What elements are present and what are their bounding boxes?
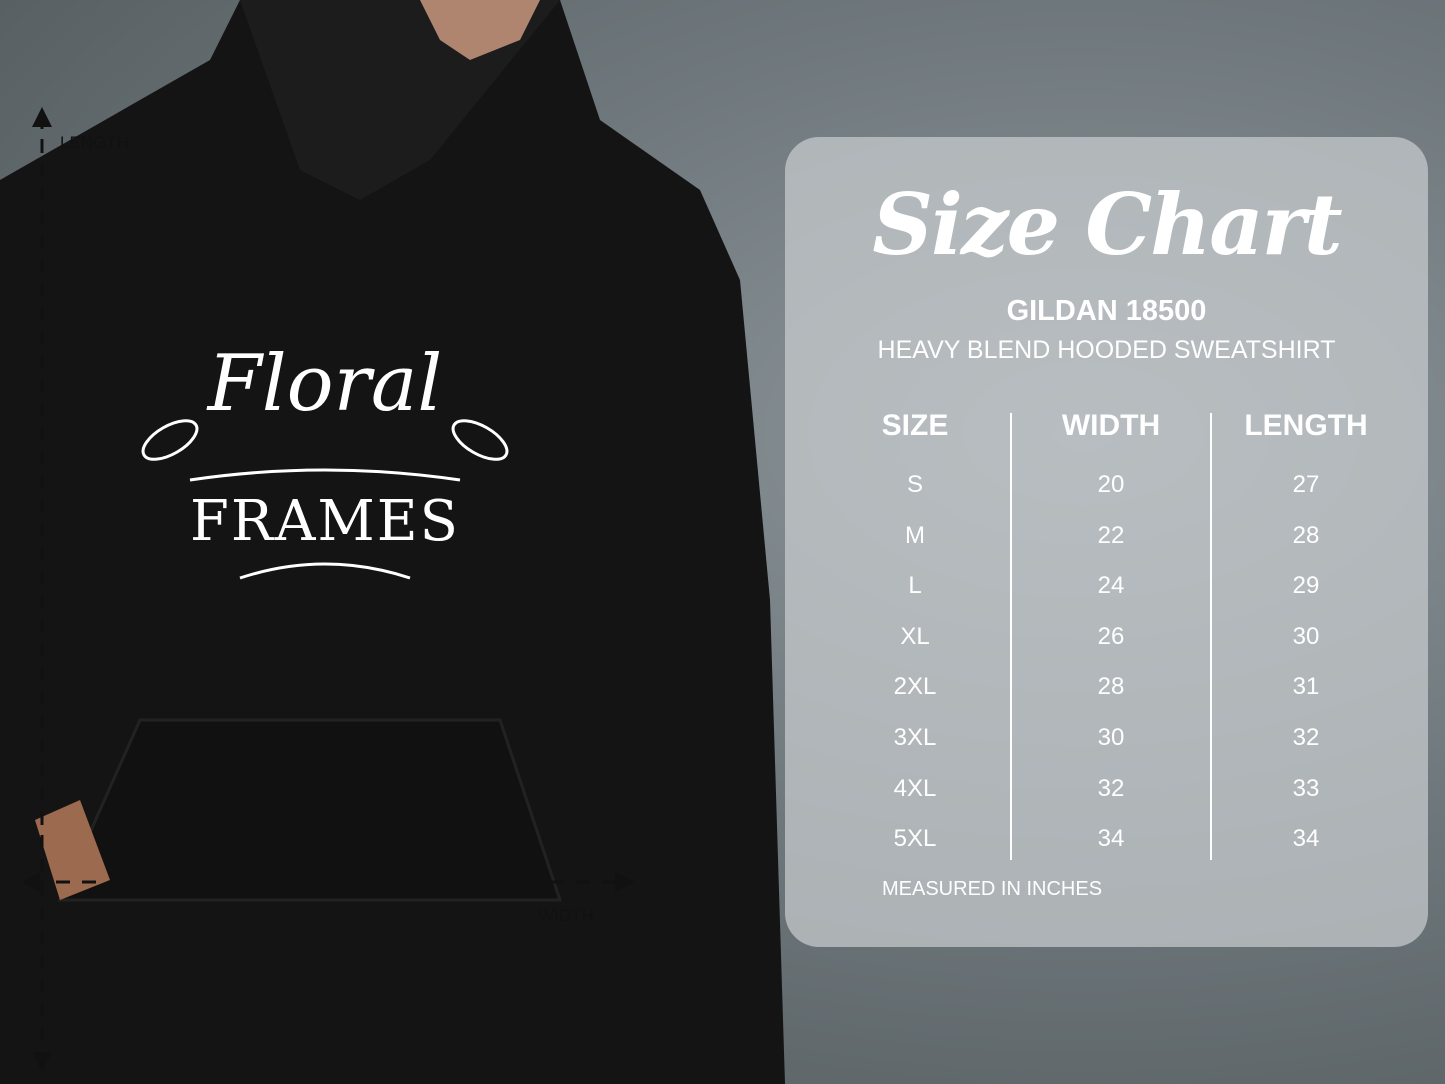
width-label: WIDTH — [538, 906, 594, 925]
brand-model: GILDAN 18500 — [1006, 295, 1207, 327]
svg-text:FRAMES: FRAMES — [190, 489, 460, 554]
table-cell: 32 — [1292, 723, 1320, 751]
table-cell: 22 — [1097, 521, 1125, 549]
face — [420, 0, 540, 60]
width-arrow-right-icon — [615, 872, 635, 892]
table-cell: 27 — [1292, 471, 1320, 498]
width-arrow-left-icon — [22, 872, 40, 892]
column-header: SIZE — [881, 409, 949, 442]
column-width: WIDTH 20 22 24 26 28 30 32 34 — [1021, 409, 1201, 876]
table-cell: 20 — [1097, 471, 1125, 498]
pocket — [57, 718, 563, 902]
table-cell: M — [905, 521, 925, 549]
column-length: LENGTH 27 28 29 30 31 32 33 34 — [1216, 409, 1396, 876]
column-header: WIDTH — [1061, 409, 1161, 442]
table-cell: 24 — [1097, 572, 1125, 600]
floral-frames-logo: Floral FRAMES — [130, 320, 520, 590]
table-cell: 26 — [1097, 622, 1125, 650]
table-cell: 33 — [1292, 774, 1320, 802]
table-cell: 28 — [1097, 673, 1125, 701]
measurement-note: MEASURED IN INCHES — [882, 878, 1103, 900]
column-divider — [1010, 413, 1012, 860]
length-arrow-down-icon — [32, 1052, 52, 1072]
table-cell: 34 — [1097, 825, 1125, 853]
table-cell: XL — [900, 622, 930, 650]
table-cell: S — [906, 471, 923, 498]
hand — [35, 800, 110, 900]
column-size: SIZE S M L XL 2XL 3XL 4XL 5XL — [825, 409, 1005, 876]
length-label: LENGTH — [60, 133, 129, 152]
table-cell: 28 — [1292, 521, 1320, 549]
table-cell: 34 — [1292, 825, 1320, 853]
table-cell: L — [908, 572, 922, 600]
table-cell: 30 — [1292, 622, 1320, 650]
size-chart-panel: Size Chart GILDAN 18500 HEAVY BLEND HOOD… — [785, 137, 1428, 947]
svg-text:Floral: Floral — [206, 339, 443, 429]
table-cell: 3XL — [893, 723, 937, 751]
table-cell: 29 — [1292, 572, 1320, 600]
table-cell: 32 — [1097, 774, 1125, 802]
column-divider — [1210, 413, 1212, 860]
table-cell: 5XL — [893, 825, 937, 853]
length-arrow-up-icon — [32, 107, 52, 127]
table-cell: 2XL — [893, 673, 937, 701]
table-cell: 30 — [1097, 723, 1125, 751]
column-header: LENGTH — [1244, 409, 1368, 442]
size-chart-title: Size Chart — [872, 175, 1342, 274]
table-cell: 4XL — [893, 774, 937, 802]
table-cell: 31 — [1292, 673, 1320, 701]
product-name: HEAVY BLEND HOODED SWEATSHIRT — [877, 336, 1336, 364]
